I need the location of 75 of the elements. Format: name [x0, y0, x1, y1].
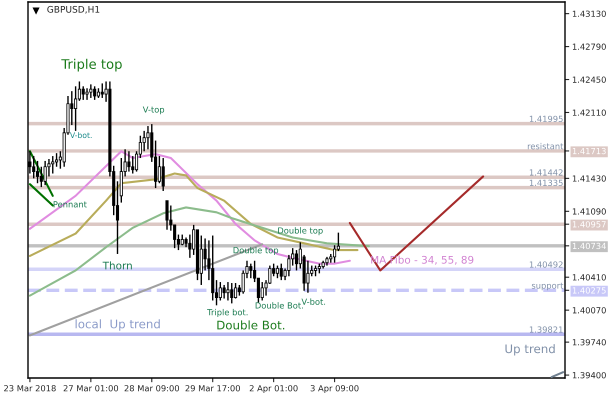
- x-tick-label: 23 Mar 2018: [4, 385, 56, 392]
- candlestick: [230, 282, 234, 304]
- y-tick-label: 1.43130: [572, 10, 606, 17]
- x-tick-label: 28 Mar 09:00: [124, 385, 180, 392]
- candlestick: [36, 160, 40, 184]
- candlestick: [51, 155, 54, 174]
- candlestick: [96, 88, 100, 99]
- x-tick-label: 3 Apr 09:00: [310, 385, 359, 394]
- candlestick: [85, 88, 89, 101]
- candlestick: [249, 262, 252, 279]
- ref-line-label: 1.41442: [530, 169, 563, 176]
- y-tick-label: 1.42790: [572, 44, 606, 50]
- annotation: Pennant: [54, 201, 87, 208]
- ref-line-label: resistant: [528, 142, 564, 150]
- y-tick-label: 1.41713: [572, 148, 606, 154]
- line-series: [28, 172, 358, 257]
- y-tick-label: 1.40070: [572, 307, 606, 314]
- candlestick: [158, 155, 161, 184]
- y-tick-label: 1.39400: [572, 372, 606, 378]
- annotation: Double top: [278, 227, 323, 236]
- annotation: local Up trend: [76, 319, 160, 331]
- candlestick: [100, 82, 104, 99]
- annotation: Double Bot.: [256, 302, 303, 309]
- candlestick: [306, 260, 310, 294]
- x-tick-label: 2 Apr 01:00: [250, 385, 298, 394]
- candlestick: [188, 234, 192, 259]
- candlestick: [131, 155, 134, 174]
- y-tick-label: 1.42110: [572, 109, 606, 116]
- candlestick: [218, 281, 222, 302]
- candlestick: [314, 264, 318, 277]
- ref-line-label: 1.41335: [530, 180, 563, 186]
- annotation: Double Bot.: [217, 320, 284, 330]
- candlestick: [89, 84, 92, 99]
- annotation: Double top: [234, 246, 278, 255]
- candlestick: [82, 86, 85, 101]
- candlestick: [40, 166, 43, 188]
- candlestick: [294, 249, 298, 272]
- candlestick: [268, 264, 272, 285]
- candlestick: [93, 86, 96, 101]
- y-tick-label: 1.39740: [572, 339, 606, 346]
- candlestick: [276, 264, 280, 279]
- ref-line-label: support: [532, 282, 564, 290]
- x-tick-label: 27 Mar 01:00: [64, 385, 118, 392]
- candlestick: [74, 86, 78, 132]
- ref-line-label: 1.41995: [530, 116, 563, 122]
- candlestick: [234, 282, 238, 300]
- x-tick-label: 29 Mar 17:00: [186, 385, 240, 392]
- y-tick-label: 1.40957: [572, 221, 606, 228]
- candlestick: [44, 160, 47, 186]
- candlestick: [318, 262, 321, 274]
- candlestick: [226, 281, 230, 302]
- candlestick: [180, 234, 184, 246]
- y-tick-label: 1.41090: [572, 208, 606, 215]
- candlestick: [162, 157, 165, 192]
- candlestick: [260, 281, 264, 302]
- ref-line-label: 1.40492: [530, 261, 563, 268]
- chart-title: GBPUSD,H1: [47, 6, 100, 14]
- y-tick-label: 1.42450: [572, 76, 606, 83]
- y-tick-label: 1.40410: [572, 274, 606, 280]
- annotation: Triple bot.: [207, 308, 248, 317]
- annotation: Up trend: [505, 344, 555, 356]
- candlestick: [242, 270, 245, 294]
- y-tick-label: 1.41430: [572, 175, 606, 182]
- candlestick: [127, 150, 130, 172]
- annotation: Thorn: [102, 261, 132, 270]
- candlestick: [165, 200, 169, 230]
- y-tick-label: 1.40734: [572, 242, 606, 250]
- annotation: Triple top: [61, 58, 122, 72]
- annotation: V-bot.: [301, 298, 326, 305]
- candlestick: [222, 284, 226, 300]
- candlestick: [32, 155, 36, 180]
- annotation: V-top: [142, 106, 164, 114]
- line-series: [28, 206, 370, 297]
- ref-line-label: 1.39821: [530, 326, 563, 333]
- candlestick: [280, 262, 283, 281]
